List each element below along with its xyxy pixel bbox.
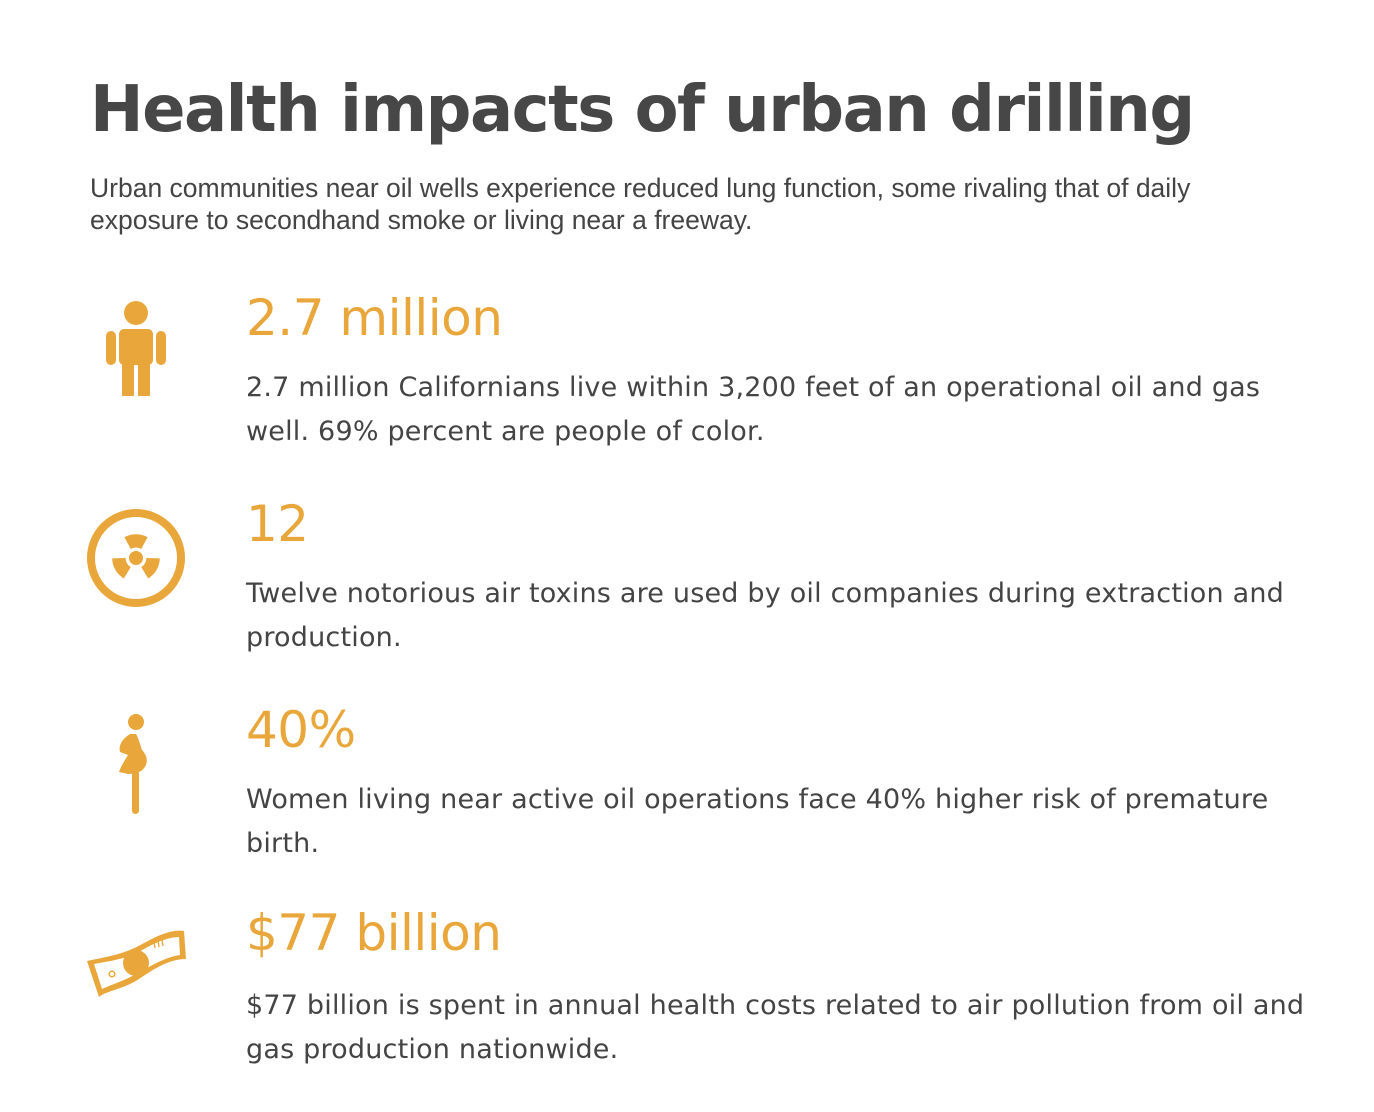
stat-description: $77 billion is spent in annual health co… bbox=[246, 990, 1305, 1065]
stat-description: 2.7 million Californians live within 3,2… bbox=[246, 372, 1261, 447]
person-icon bbox=[84, 292, 188, 396]
stat-description: Women living near active oil operations … bbox=[246, 784, 1269, 859]
radiation-icon bbox=[84, 506, 188, 610]
stat-value: 40% bbox=[246, 701, 356, 759]
money-bill-icon bbox=[84, 905, 188, 1009]
stat-description: Twelve notorious air toxins are used by … bbox=[246, 578, 1285, 653]
page-title: Health impacts of urban drilling bbox=[90, 73, 1195, 147]
intro-text: Urban communities near oil wells experie… bbox=[90, 173, 1191, 235]
stat-value: 2.7 million bbox=[246, 289, 503, 347]
pregnant-woman-icon bbox=[84, 710, 188, 814]
stat-value: 12 bbox=[246, 495, 309, 553]
stat-value: $77 billion bbox=[246, 904, 502, 962]
